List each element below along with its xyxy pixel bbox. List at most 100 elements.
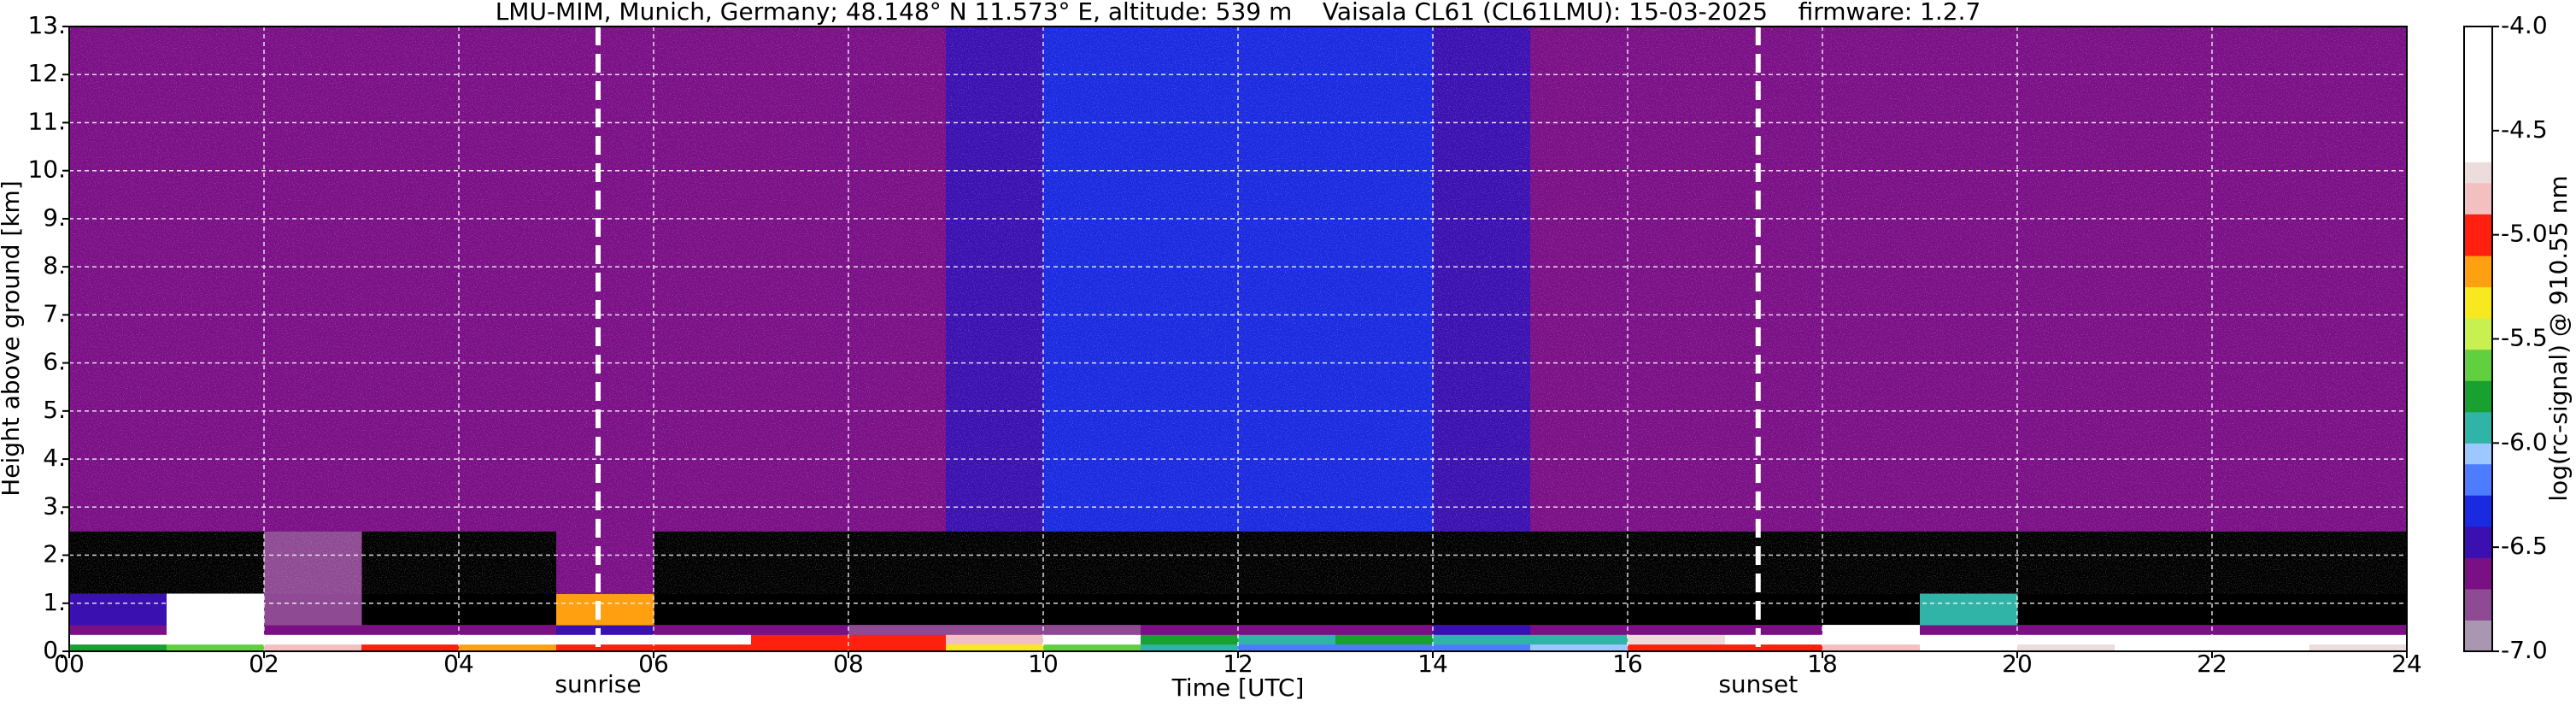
heatmap-cell <box>2115 634 2213 645</box>
y-tick-label: 6. <box>43 348 66 376</box>
heatmap-cell <box>1725 644 1823 652</box>
colorbar-segment <box>2464 214 2492 256</box>
x-tick-label: 20 <box>2002 650 2033 678</box>
heatmap-cell <box>1335 625 1434 635</box>
heatmap-cell <box>69 625 167 635</box>
heatmap-cell <box>361 634 460 645</box>
x-tick-label: 12 <box>1223 650 1253 678</box>
chart-title: LMU-MIM, Munich, Germany; 48.148° N 11.5… <box>496 0 1981 26</box>
plot-frame <box>68 26 2408 652</box>
colorbar-label: log(rc-signal) @ 910.55 nm <box>2544 175 2573 501</box>
heatmap-cell <box>1141 625 1239 635</box>
x-tick-label: 02 <box>249 650 279 678</box>
heatmap-cell <box>1335 634 1434 645</box>
heatmap-cell <box>264 644 362 652</box>
x-tick-label: 04 <box>443 650 474 678</box>
heatmap-cell <box>2115 625 2213 635</box>
heatmap-cell <box>2017 634 2115 645</box>
y-tick-label: 1. <box>43 588 66 616</box>
heatmap-cell <box>1920 644 2018 652</box>
heatmap-cell <box>264 625 362 635</box>
x-tick-label: 00 <box>54 650 85 678</box>
x-tick-label: 08 <box>833 650 864 678</box>
heatmap-cell <box>848 644 947 652</box>
heatmap-cell <box>2017 644 2115 652</box>
heatmap-cell <box>751 625 849 635</box>
heatmap-cell <box>167 593 265 626</box>
heatmap-cell <box>2115 644 2213 652</box>
heatmap-cell <box>1335 644 1434 652</box>
colorbar-segment <box>2464 411 2492 444</box>
heatmap-cell <box>1238 644 1336 652</box>
x-axis-label: Time [UTC] <box>1171 674 1305 702</box>
y-tick-label: 2. <box>43 540 66 568</box>
heatmap-cell <box>69 593 167 626</box>
heatmap-cell <box>2212 634 2310 645</box>
colorbar-segment <box>2464 557 2492 590</box>
heatmap-cell <box>1141 644 1239 652</box>
y-tick-label: 12. <box>27 59 66 87</box>
x-tick-label: 24 <box>2391 650 2422 678</box>
heatmap-cell <box>1530 644 1628 652</box>
colorbar-tick-label: -5.0 <box>2501 220 2548 248</box>
heatmap-cell <box>361 644 460 652</box>
heatmap-cell <box>1822 625 1921 635</box>
heatmap-cell <box>1433 625 1531 635</box>
x-tick-label: 22 <box>2197 650 2227 678</box>
colorbar-segment <box>2464 256 2492 288</box>
heatmap-cell <box>69 634 167 645</box>
heatmap-cell <box>2309 625 2408 635</box>
heatmap-cell <box>751 634 849 645</box>
heatmap-cell <box>459 644 557 652</box>
heatmap-cell <box>848 634 947 645</box>
heatmap-cell <box>556 593 654 626</box>
colorbar-segment <box>2464 182 2492 215</box>
colorbar-segment <box>2464 162 2492 184</box>
heatmap-cell <box>167 634 265 645</box>
colorbar-segment <box>2464 349 2492 381</box>
colorbar-tick-label: -7.0 <box>2501 636 2548 664</box>
heatmap-cell <box>751 644 849 652</box>
heatmap-cell <box>1433 644 1531 652</box>
event-label: sunrise <box>555 670 641 698</box>
heatmap-cell <box>2212 644 2310 652</box>
colorbar-segment <box>2464 380 2492 413</box>
heatmap-cell <box>654 634 752 645</box>
heatmap-cell <box>1433 634 1531 645</box>
colorbar-segment <box>2464 526 2492 558</box>
heatmap-cell <box>1920 634 2018 645</box>
heatmap-cell <box>2017 625 2115 635</box>
colorbar-tick-label: -5.5 <box>2501 324 2548 352</box>
y-tick-label: 5. <box>43 396 66 424</box>
heatmap-cell <box>1628 634 1726 645</box>
x-tick-label: 18 <box>1807 650 1838 678</box>
y-tick-label: 8. <box>43 251 66 279</box>
heatmap-cell <box>69 644 167 652</box>
heatmap-cell <box>459 634 557 645</box>
heatmap-cell <box>1725 625 1823 635</box>
heatmap-cell <box>264 634 362 645</box>
colorbar-segment <box>2464 463 2492 496</box>
heatmap-cell <box>1920 625 2018 635</box>
heatmap-cell <box>946 644 1044 652</box>
colorbar-segment <box>2464 620 2492 652</box>
colorbar-segment <box>2464 588 2492 621</box>
y-tick-label: 13. <box>27 11 66 39</box>
y-tick-label: 9. <box>43 203 66 232</box>
heatmap-cell <box>264 593 362 626</box>
colorbar-segment <box>2464 286 2492 319</box>
colorbar-segment <box>2464 26 2492 162</box>
heatmap-cell <box>1141 634 1239 645</box>
heatmap-cell <box>459 625 557 635</box>
event-label: sunset <box>1718 670 1798 698</box>
x-tick-label: 16 <box>1612 650 1643 678</box>
colorbar-segment <box>2464 495 2492 527</box>
heatmap-cell <box>1628 644 1726 652</box>
x-tick-label: 14 <box>1417 650 1448 678</box>
heatmap-cell <box>1043 625 1141 635</box>
heatmap-cell <box>1530 625 1628 635</box>
heatmap-cell <box>361 625 460 635</box>
heatmap-cell <box>946 634 1044 645</box>
y-tick-label: 3. <box>43 491 66 520</box>
